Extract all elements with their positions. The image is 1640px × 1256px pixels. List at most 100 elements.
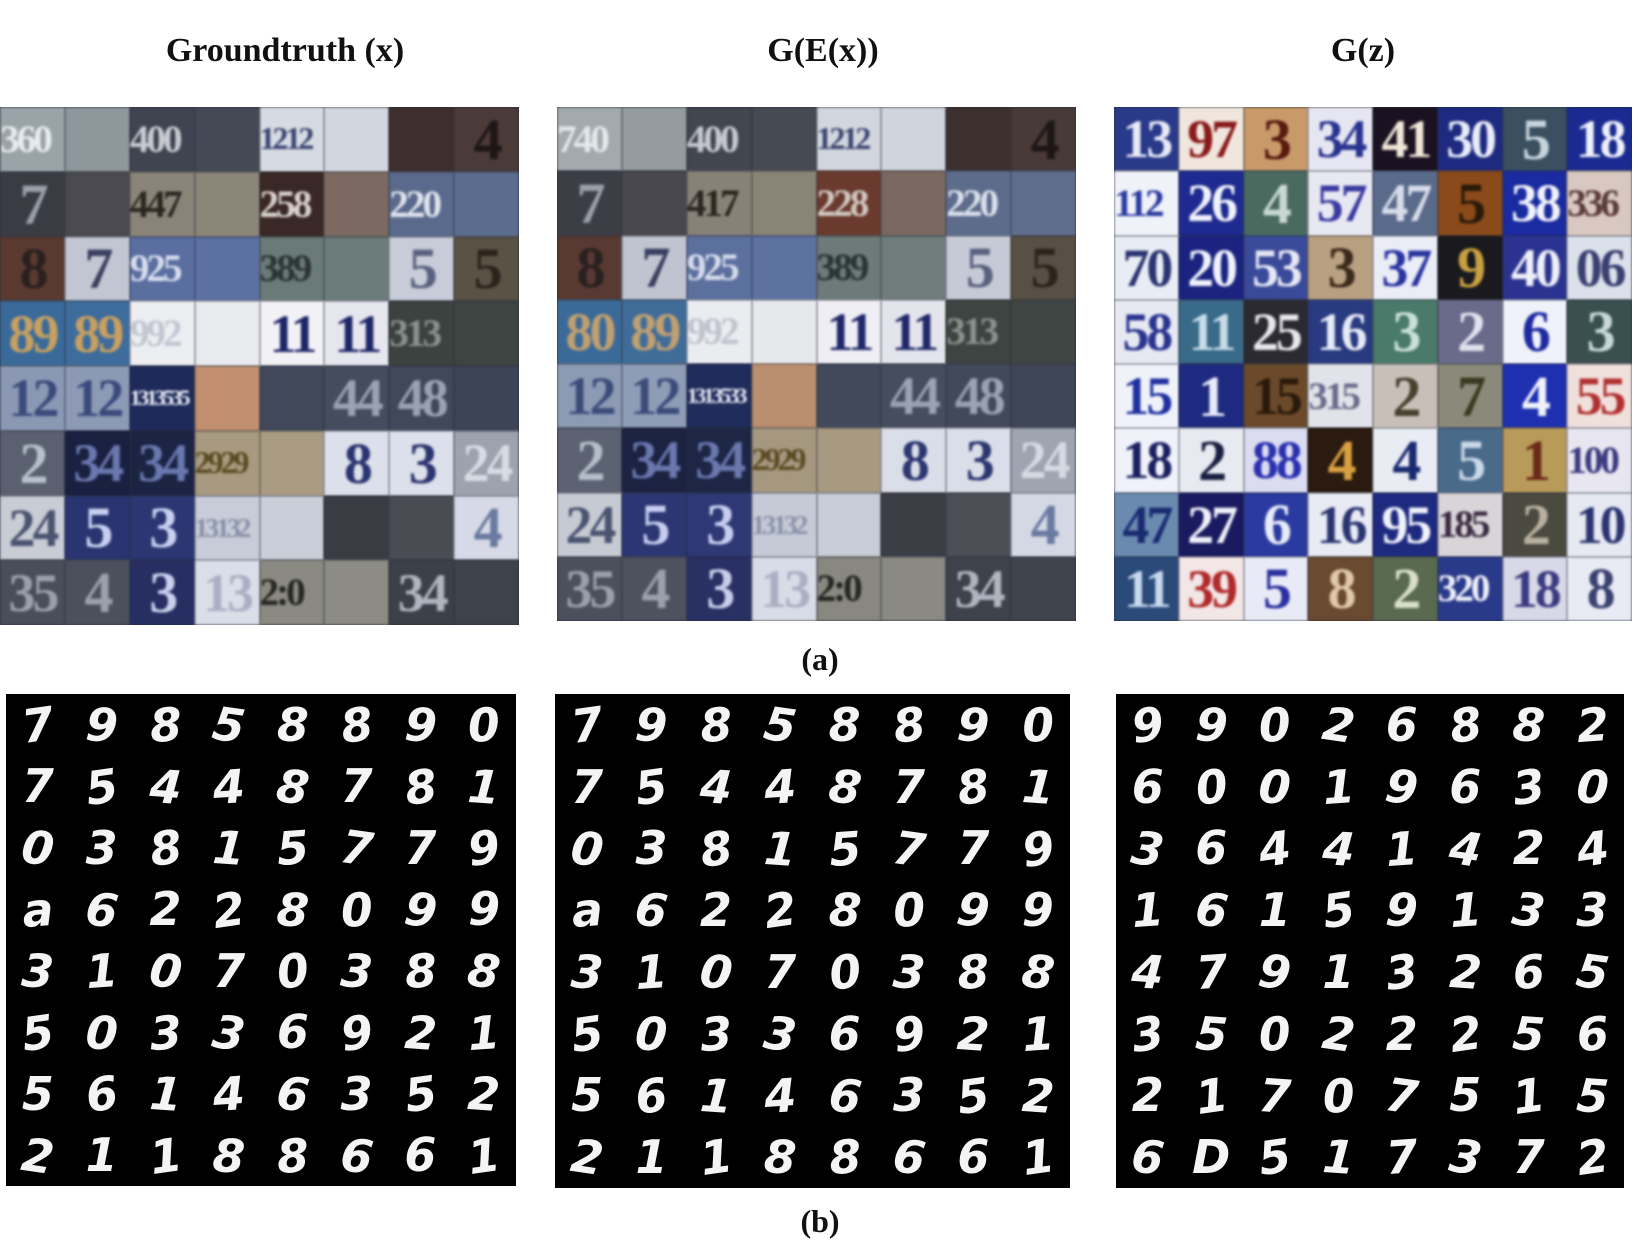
- svhn-digit-tile: 185: [1437, 492, 1503, 557]
- mnist-digit: 7: [957, 821, 990, 876]
- mnist-digit: 8: [955, 943, 992, 1000]
- mnist-digit: 7: [764, 944, 797, 999]
- mnist-digit: 8: [147, 696, 184, 753]
- svhn-digit-tile: 8: [557, 235, 622, 300]
- mnist-digit: 1: [762, 820, 799, 877]
- svhn-digit-tile: 2: [1437, 299, 1503, 364]
- svhn-digit-tile: 2929: [194, 430, 260, 496]
- mnist-digit: 4: [762, 1067, 799, 1124]
- mnist-digit: 3: [760, 1004, 800, 1063]
- svhn-digit-tile: 34: [64, 430, 130, 496]
- mnist-digit: 1: [635, 1130, 668, 1185]
- mnist-digit: a: [569, 882, 605, 939]
- mnist-digit: 1: [85, 1128, 118, 1183]
- mnist-digit: 2: [1445, 1004, 1485, 1063]
- svhn-digit-tile: 24: [557, 492, 622, 557]
- svhn-digit-tile: 89: [621, 299, 687, 364]
- mnist-digit: 5: [1572, 942, 1612, 1001]
- svhn-digit-tile: 5: [946, 235, 1012, 300]
- mnist-digit: 7: [1382, 1066, 1422, 1125]
- svhn-digit-tile: 5: [64, 495, 130, 561]
- svhn-digit-tile: 34: [1308, 107, 1373, 172]
- svhn-groundtruth-panel: 360 400 1212 4 7 447 258 220 8 7 925 389 5 5 89 89 992 11…: [0, 107, 519, 625]
- svhn-digit-tile: 26: [1178, 171, 1244, 236]
- mnist-digit: 1: [211, 819, 247, 876]
- mnist-digit: 3: [891, 943, 927, 1000]
- mnist-digit: 7: [337, 818, 377, 877]
- mnist-digit: 1: [1019, 758, 1056, 815]
- mnist-digit: 8: [698, 696, 734, 753]
- mnist-digit: 7: [1512, 1130, 1545, 1185]
- mnist-digit: 8: [1018, 942, 1058, 1001]
- svhn-digit-tile: 5: [1243, 556, 1309, 621]
- svhn-digit-tile: 48: [389, 366, 455, 431]
- svhn-digit-tile: 89: [0, 301, 65, 366]
- mnist-digit: 9: [1383, 882, 1420, 939]
- mnist-digit: 3: [1576, 883, 1609, 938]
- svhn-digit-tile: 15: [1114, 364, 1179, 429]
- svhn-digit-tile: 5: [1437, 171, 1503, 236]
- svhn-digit-tile: 47: [1114, 492, 1179, 557]
- svhn-digit-tile: 57: [1308, 171, 1373, 236]
- mnist-digit: 1: [1320, 1129, 1357, 1186]
- mnist-digit: 8: [826, 882, 863, 939]
- mnist-digit: 9: [1255, 942, 1295, 1001]
- svhn-digit-tile: 47: [1373, 171, 1438, 236]
- svhn-digit-tile: 16: [1308, 299, 1373, 364]
- mnist-digit: 8: [464, 941, 504, 1000]
- svhn-digit-tile: 6: [1502, 299, 1568, 364]
- mnist-digit: 0: [633, 1005, 670, 1062]
- mnist-digit: 4: [211, 1065, 247, 1122]
- caption-b: (b): [800, 1203, 840, 1239]
- mnist-digit: 0: [18, 818, 58, 877]
- mnist-digit: 7: [213, 943, 246, 998]
- svhn-digit-tile: 88: [1243, 428, 1309, 493]
- mnist-digit: 5: [1449, 1068, 1482, 1123]
- svhn-digit-tile: 25: [1243, 299, 1309, 364]
- svhn-digit-tile: 97: [1178, 107, 1244, 172]
- mnist-digit: 3: [340, 1066, 373, 1121]
- mnist-digit: 5: [1255, 1128, 1295, 1187]
- svhn-digit-tile: [389, 495, 455, 561]
- svhn-digit-tile: 34: [686, 428, 752, 493]
- mnist-digit: 8: [1510, 696, 1547, 753]
- svhn-generated-panel: 13 97 3 34 41 30 5 18 112 26 4 57 47 5 38 336 70 20 53 3 37 9…: [1114, 107, 1632, 621]
- svhn-digit-tile: 24: [1011, 428, 1076, 493]
- svhn-digit-tile: [454, 301, 519, 366]
- mnist-digit: 0: [1256, 696, 1293, 753]
- mnist-digit: 3: [1445, 1128, 1485, 1187]
- mnist-digit: 3: [698, 1005, 734, 1062]
- mnist-digit: 6: [1191, 881, 1231, 940]
- svhn-digit-tile: 2: [1373, 556, 1438, 621]
- mnist-digit: 7: [893, 759, 926, 814]
- mnist-digit: 1: [1019, 1005, 1056, 1062]
- svhn-reconstruction-panel: 740 400 1212 4 7 417 228 220 8 7 925 389 5 5 80 89 992 11…: [557, 107, 1076, 621]
- svhn-digit-tile: 95: [1373, 492, 1438, 557]
- svhn-digit-tile: 15: [1243, 364, 1309, 429]
- mnist-digit: 9: [1193, 696, 1230, 753]
- svhn-digit-tile: 925: [129, 236, 195, 302]
- mnist-digit: 5: [826, 820, 863, 877]
- svhn-digit-tile: 2: [1178, 428, 1244, 493]
- svhn-digit-tile: [946, 107, 1012, 172]
- mnist-digit: 3: [1509, 757, 1549, 816]
- mnist-digit: 6: [273, 1064, 313, 1123]
- mnist-digit: 2: [1385, 1006, 1418, 1061]
- svhn-digit-tile: 1212: [816, 107, 882, 172]
- svhn-digit-tile: 3: [1243, 107, 1309, 172]
- mnist-digit: 9: [337, 1003, 377, 1062]
- mnist-digit: 0: [273, 941, 313, 1000]
- svhn-digit-tile: [816, 428, 882, 493]
- svhn-digit-tile: 100: [1567, 428, 1632, 493]
- svhn-digit-tile: 313: [946, 299, 1012, 364]
- svhn-digit-tile: [454, 366, 519, 431]
- svhn-digit-tile: [259, 495, 325, 561]
- mnist-digit: 6: [404, 1128, 437, 1183]
- svhn-digit-tile: 3: [129, 560, 195, 625]
- mnist-digit: 8: [826, 1129, 863, 1186]
- svhn-digit-tile: 4: [454, 495, 519, 561]
- mnist-digit: 1: [1320, 758, 1357, 815]
- svhn-digit-tile: 447: [129, 171, 195, 237]
- mnist-digit: 3: [1128, 819, 1168, 878]
- mnist-digit: 6: [276, 1005, 309, 1060]
